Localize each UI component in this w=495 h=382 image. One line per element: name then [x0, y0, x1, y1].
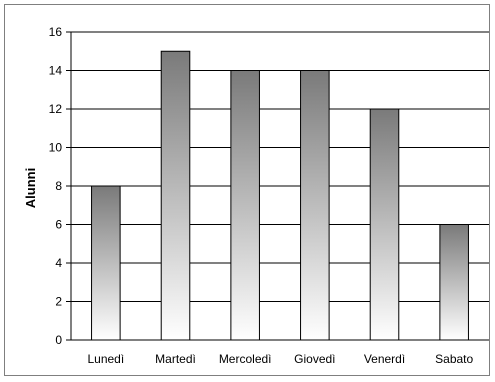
y-tick-label: 10 — [49, 141, 63, 155]
x-tick-label: Lunedì — [87, 352, 124, 366]
bar — [91, 185, 121, 341]
gridlines — [71, 31, 489, 302]
y-tick-labels: 0 2 4 6 8 10 12 14 16 — [49, 25, 71, 347]
y-tick-label: 12 — [49, 102, 63, 116]
y-tick-label: 16 — [49, 25, 63, 39]
x-tick-label: Sabato — [435, 352, 473, 366]
bar — [230, 70, 260, 341]
bars — [91, 50, 469, 341]
y-tick-label: 0 — [55, 333, 62, 347]
bar-chart: 0 2 4 6 8 10 12 14 16 Lunedì Martedì Mercoledì Giov… — [23, 25, 489, 366]
chart-frame: 0 2 4 6 8 10 12 14 16 Lunedì Martedì Mercoledì Giov… — [4, 4, 490, 376]
y-tick-label: 4 — [55, 256, 62, 270]
bar — [369, 108, 400, 341]
x-tick-label: Giovedì — [294, 352, 335, 366]
bar — [300, 70, 330, 341]
x-tick-label: Mercoledì — [219, 352, 272, 366]
bar — [439, 224, 469, 341]
x-tick-label: Venerdì — [364, 352, 405, 366]
y-tick-label: 8 — [55, 179, 62, 193]
y-tick-label: 14 — [49, 64, 63, 78]
x-tick-label: Martedì — [155, 352, 196, 366]
y-axis-label: Alunni — [23, 168, 38, 208]
y-tick-label: 6 — [55, 218, 62, 232]
x-tick-labels: Lunedì Martedì Mercoledì Giovedì Venerdì Saba… — [87, 352, 473, 366]
bar — [160, 50, 191, 341]
y-tick-label: 2 — [55, 295, 62, 309]
